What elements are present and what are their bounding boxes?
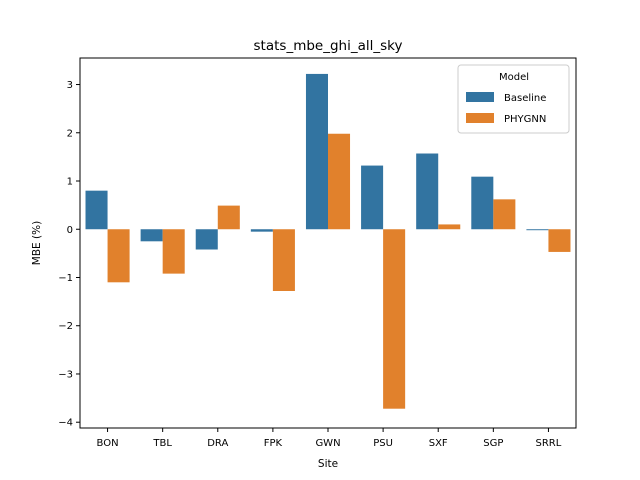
y-tick-label: 3	[67, 80, 73, 91]
x-tick-label: BON	[97, 438, 119, 449]
y-tick-label: −1	[58, 273, 73, 284]
y-tick-label: −4	[58, 418, 73, 429]
bar-phygnn-tbl	[162, 229, 185, 274]
bar-phygnn-sxf	[438, 224, 461, 230]
legend-label-baseline: Baseline	[504, 93, 546, 104]
bar-baseline-tbl	[140, 229, 163, 242]
bar-phygnn-fpk	[272, 229, 295, 291]
legend-title: Model	[499, 72, 529, 83]
legend-swatch-phygnn	[466, 113, 494, 123]
x-tick-label: SGP	[483, 438, 503, 449]
bar-baseline-bon	[85, 190, 108, 230]
x-tick-label: SXF	[429, 438, 448, 449]
y-tick-label: 2	[67, 128, 73, 139]
bar-baseline-gwn	[305, 73, 328, 230]
bars-group	[85, 73, 571, 409]
x-tick-label: FPK	[264, 438, 283, 449]
y-tick-label: −2	[58, 321, 73, 332]
bar-phygnn-srrl	[548, 229, 571, 252]
y-tick-label: 0	[67, 225, 73, 236]
bar-baseline-dra	[195, 229, 218, 250]
x-tick-label: GWN	[315, 438, 340, 449]
bar-phygnn-dra	[217, 205, 240, 230]
x-tick-label: SRRL	[536, 438, 562, 449]
y-tick-label: −3	[58, 369, 73, 380]
bar-baseline-fpk	[250, 229, 273, 232]
y-axis-ticks: −4 −3 −2 −1 0 1 2 3	[58, 80, 80, 429]
y-axis-label: MBE (%)	[31, 221, 43, 265]
bar-baseline-srrl	[526, 229, 549, 231]
bar-baseline-psu	[361, 165, 384, 230]
x-axis-label: Site	[318, 458, 338, 470]
legend-label-phygnn: PHYGNN	[504, 114, 546, 125]
x-tick-label: PSU	[373, 438, 393, 449]
bar-phygnn-bon	[107, 229, 130, 283]
bar-phygnn-sgp	[493, 199, 516, 230]
chart-title: stats_mbe_ghi_all_sky	[254, 38, 403, 54]
x-tick-label: DRA	[207, 438, 228, 449]
x-axis-ticks: BON TBL DRA FPK GWN PSU SXF SGP SRRL	[97, 428, 562, 449]
x-tick-label: TBL	[152, 438, 172, 449]
legend: Model Baseline PHYGNN	[457, 64, 570, 134]
bar-baseline-sgp	[471, 176, 494, 230]
legend-swatch-baseline	[466, 92, 494, 102]
y-tick-label: 1	[67, 177, 73, 188]
bar-phygnn-gwn	[328, 133, 351, 230]
plot-frame	[79, 57, 577, 429]
bar-baseline-sxf	[416, 153, 439, 230]
bar-phygnn-psu	[383, 229, 406, 409]
